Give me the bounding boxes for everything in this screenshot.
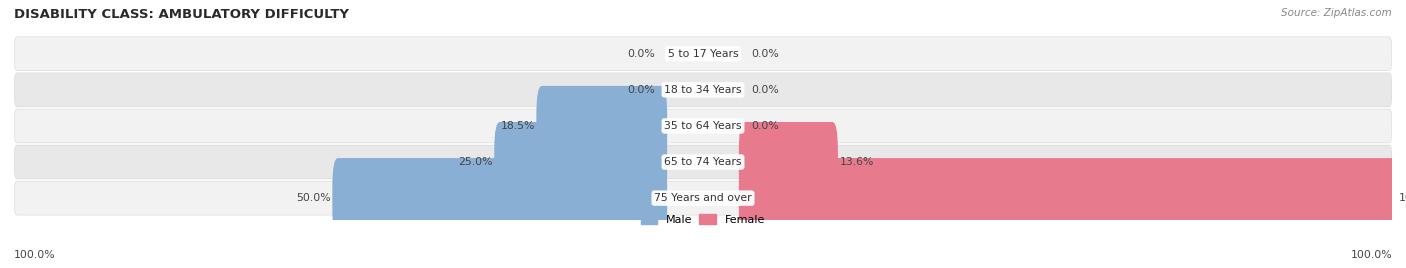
Text: 50.0%: 50.0% — [297, 193, 330, 203]
Legend: Male, Female: Male, Female — [637, 210, 769, 229]
FancyBboxPatch shape — [738, 122, 838, 202]
FancyBboxPatch shape — [14, 145, 1392, 179]
Text: DISABILITY CLASS: AMBULATORY DIFFICULTY: DISABILITY CLASS: AMBULATORY DIFFICULTY — [14, 8, 349, 21]
FancyBboxPatch shape — [738, 158, 1398, 238]
Text: 0.0%: 0.0% — [627, 49, 655, 59]
FancyBboxPatch shape — [332, 158, 668, 238]
Text: 100.0%: 100.0% — [1350, 250, 1392, 260]
Text: 0.0%: 0.0% — [751, 85, 779, 95]
Text: 18.5%: 18.5% — [501, 121, 534, 131]
Text: 25.0%: 25.0% — [458, 157, 494, 167]
Text: Source: ZipAtlas.com: Source: ZipAtlas.com — [1281, 8, 1392, 18]
Text: 35 to 64 Years: 35 to 64 Years — [664, 121, 742, 131]
FancyBboxPatch shape — [536, 86, 668, 166]
Text: 5 to 17 Years: 5 to 17 Years — [668, 49, 738, 59]
FancyBboxPatch shape — [14, 109, 1392, 143]
FancyBboxPatch shape — [495, 122, 668, 202]
Text: 65 to 74 Years: 65 to 74 Years — [664, 157, 742, 167]
FancyBboxPatch shape — [14, 181, 1392, 215]
Text: 0.0%: 0.0% — [751, 121, 779, 131]
Text: 100.0%: 100.0% — [14, 250, 56, 260]
Text: 18 to 34 Years: 18 to 34 Years — [664, 85, 742, 95]
Text: 13.6%: 13.6% — [839, 157, 873, 167]
Text: 100.0%: 100.0% — [1399, 193, 1406, 203]
FancyBboxPatch shape — [14, 37, 1392, 71]
Text: 75 Years and over: 75 Years and over — [654, 193, 752, 203]
Text: 0.0%: 0.0% — [627, 85, 655, 95]
FancyBboxPatch shape — [14, 73, 1392, 107]
Text: 0.0%: 0.0% — [751, 49, 779, 59]
